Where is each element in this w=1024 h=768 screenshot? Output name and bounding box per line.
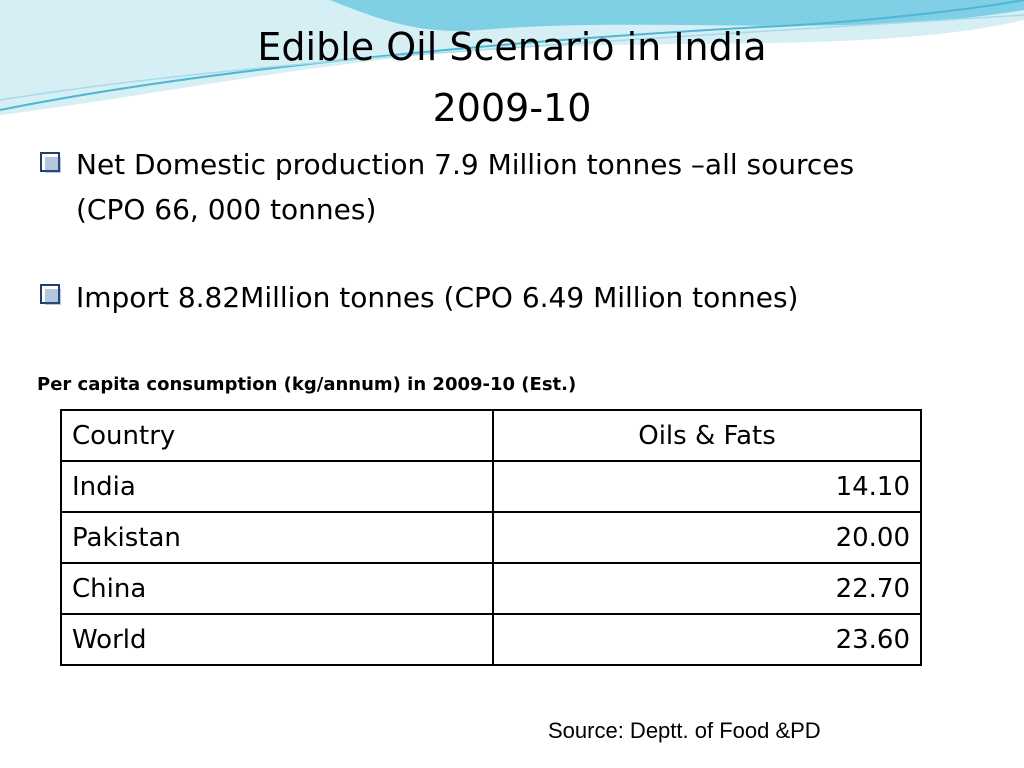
bullet-text: (CPO 66, 000 tonnes)	[76, 193, 377, 226]
bullet-text: Import 8.82Million tonnes (CPO 6.49 Mill…	[76, 281, 799, 314]
bullet-text: Net Domestic production 7.9 Million tonn…	[76, 148, 855, 181]
swoosh	[0, 0, 1024, 115]
cell: Pakistan	[60, 511, 494, 564]
cell: World	[60, 613, 494, 666]
title: 2009-10	[432, 86, 592, 130]
bullet-icon	[40, 152, 61, 173]
cell: 14.10	[492, 460, 922, 513]
header-cell: Oils & Fats	[492, 409, 922, 462]
table-caption: Per capita consumption (kg/annum) in 200…	[37, 374, 577, 395]
swoosh-line	[0, 0, 1024, 111]
title: Edible Oil Scenario in India	[257, 25, 767, 69]
row: Pakistan 20.00	[60, 511, 922, 564]
table: Country Oils & Fats India 14.10 Pakistan 2…	[60, 409, 922, 666]
row: World 23.60	[60, 613, 922, 666]
source-note: Source: Deptt. of Food &PD	[548, 718, 821, 743]
swoosh	[330, 0, 1024, 31]
cell: India	[60, 460, 494, 513]
row: India 14.10	[60, 460, 922, 513]
swoosh-line	[0, 14, 1024, 101]
cell: 20.00	[492, 511, 922, 564]
header-decoration	[0, 0, 1024, 115]
row: China 22.70	[60, 562, 922, 615]
header-row: Country Oils & Fats	[60, 409, 922, 462]
cell: 23.60	[492, 613, 922, 666]
bullet-icon	[40, 284, 61, 305]
header-cell: Country	[60, 409, 494, 462]
cell: China	[60, 562, 494, 615]
cell: 22.70	[492, 562, 922, 615]
